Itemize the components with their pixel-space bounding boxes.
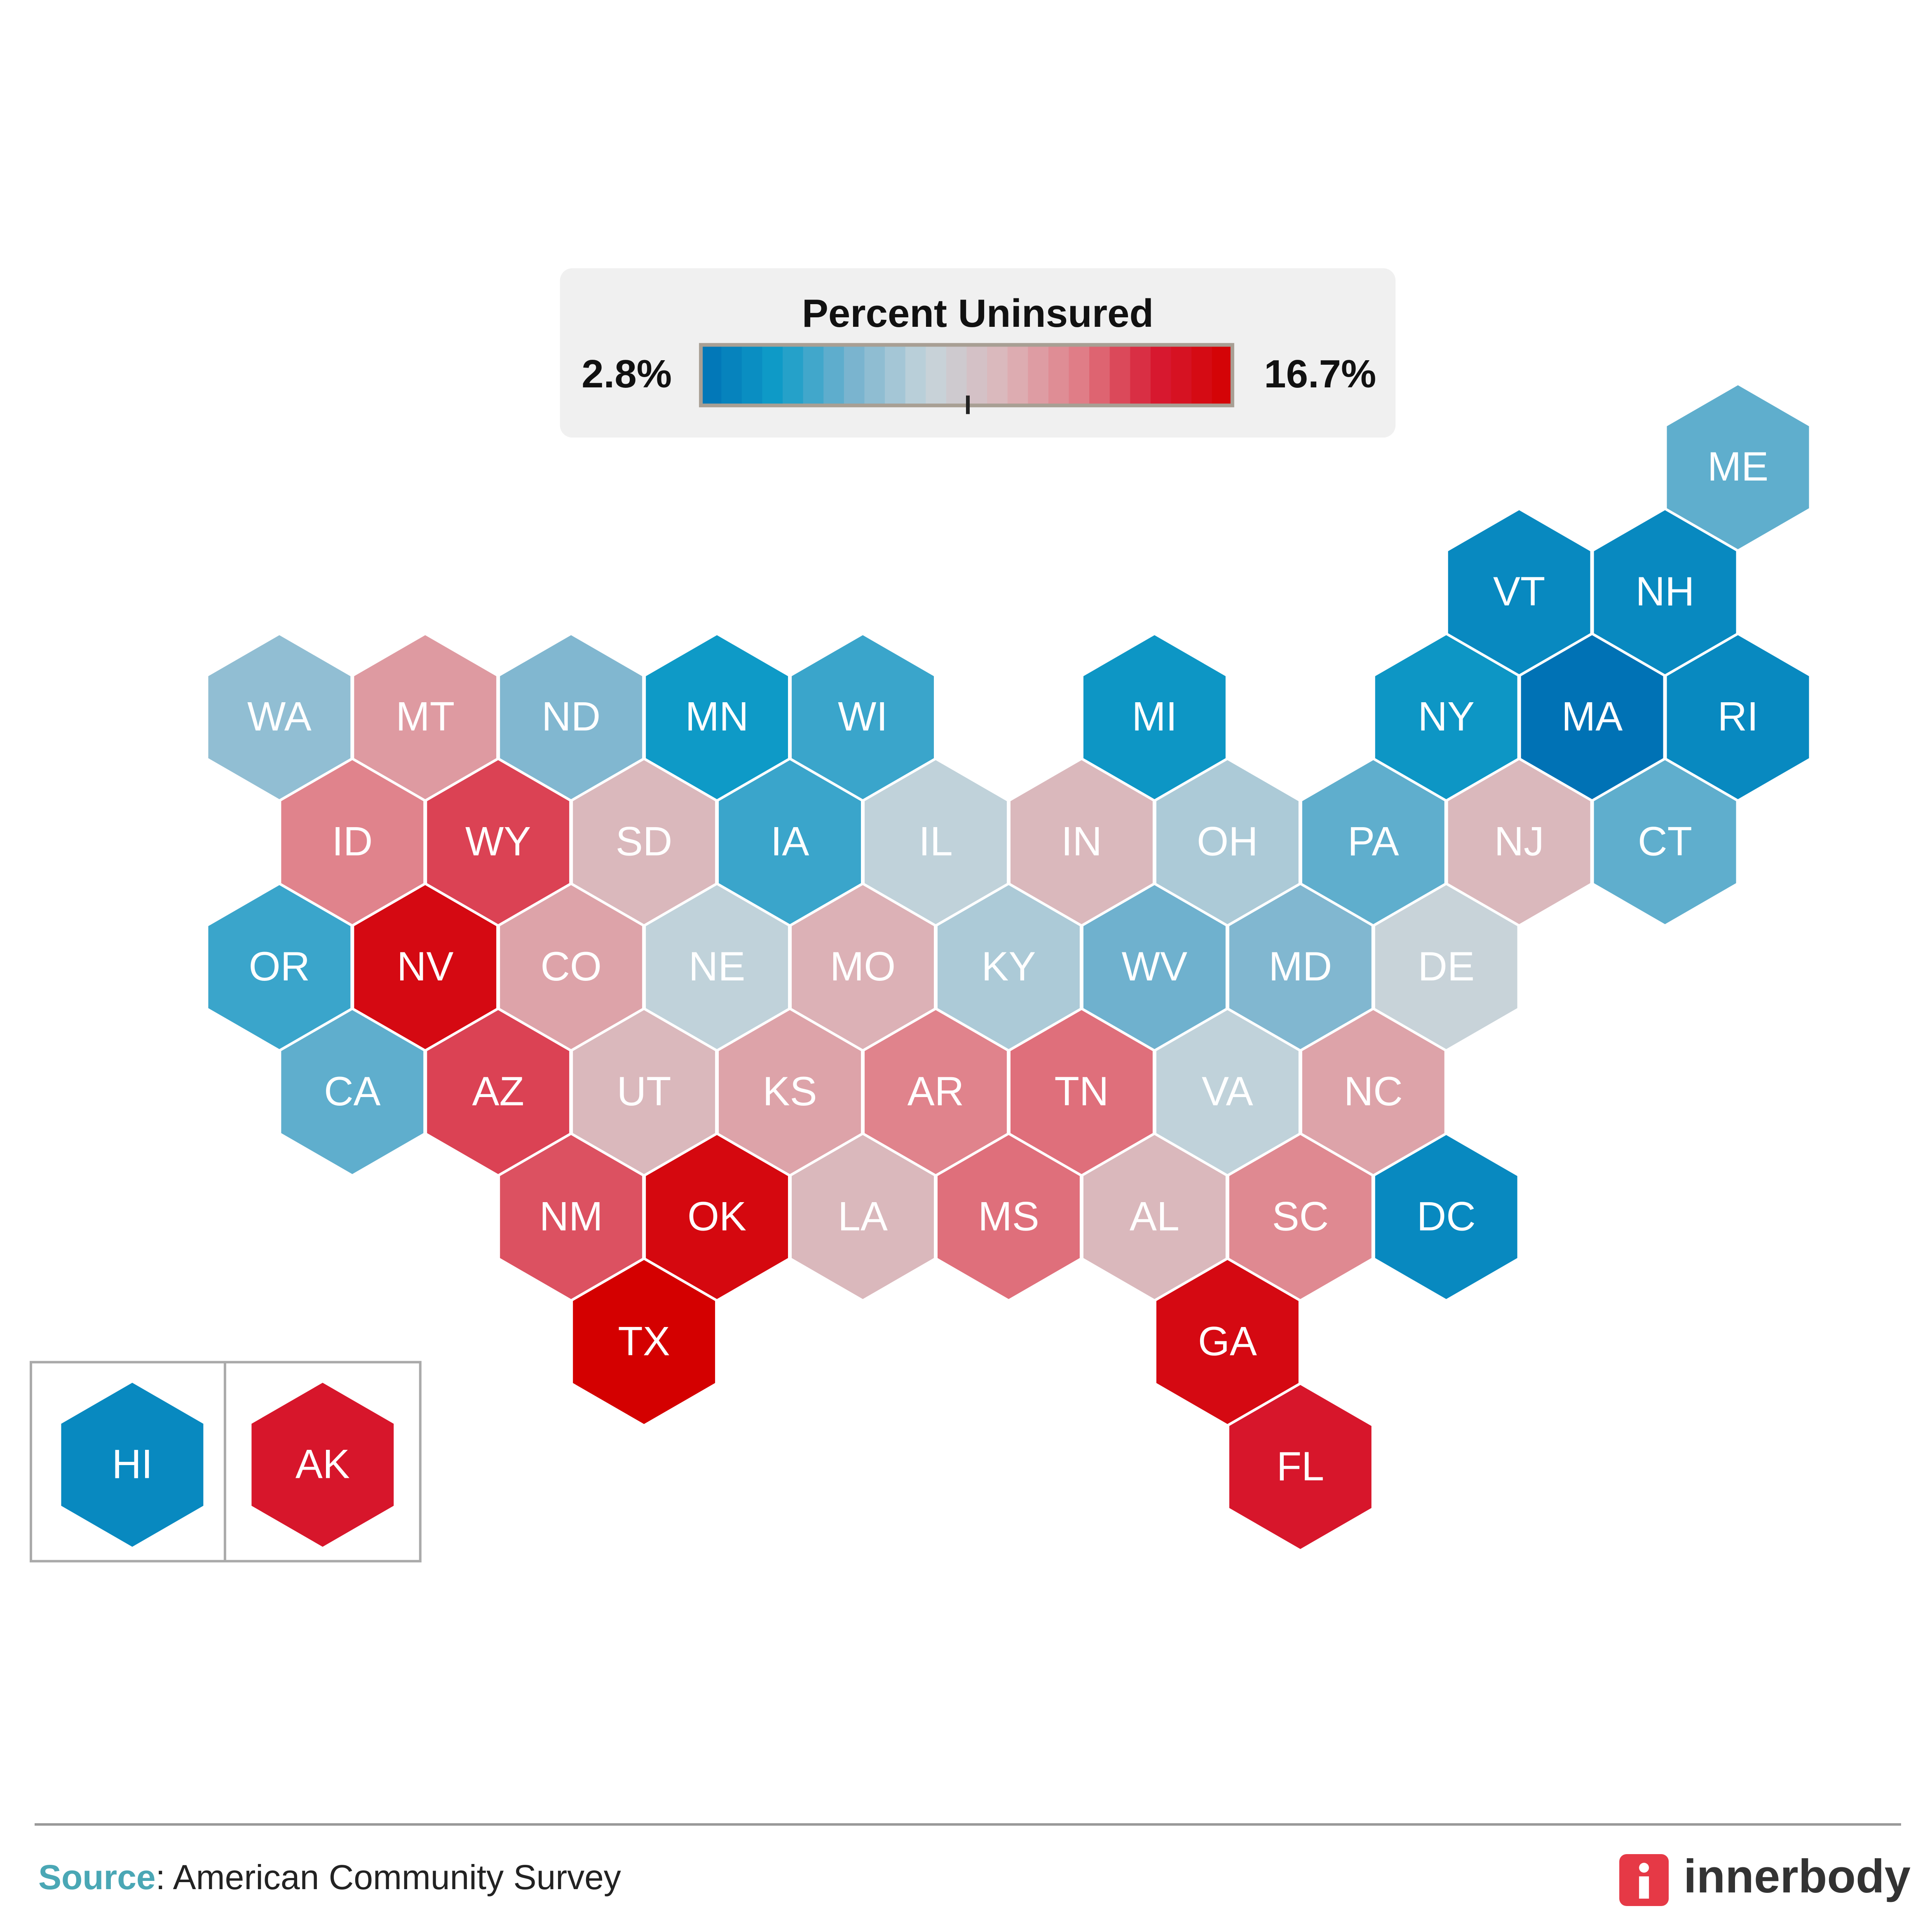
- state-label: VA: [1202, 1068, 1253, 1114]
- state-label: MI: [1132, 693, 1177, 739]
- legend-max: 16.7%: [1264, 352, 1376, 396]
- state-label: WI: [838, 693, 888, 739]
- legend-step: [1212, 345, 1233, 406]
- state-label: KS: [763, 1068, 817, 1114]
- state-label: MN: [685, 693, 749, 739]
- state-label: MA: [1562, 693, 1623, 739]
- state-label: AR: [907, 1068, 964, 1114]
- legend-step: [1028, 345, 1049, 406]
- legend-step: [1048, 345, 1070, 406]
- brand: innerbody: [1683, 1850, 1911, 1903]
- state-label: LA: [838, 1193, 888, 1239]
- state-label: CO: [540, 943, 601, 989]
- legend-step: [1007, 345, 1029, 406]
- state-label: NY: [1418, 693, 1475, 739]
- state-label: WA: [247, 693, 312, 739]
- state-label: IA: [771, 818, 809, 864]
- legend-step: [803, 345, 825, 406]
- legend-bar: [701, 345, 1233, 406]
- source-label: Source: [38, 1858, 156, 1897]
- state-label: AK: [295, 1441, 350, 1487]
- state-label: SC: [1272, 1193, 1329, 1239]
- state-label: NH: [1636, 568, 1695, 614]
- state-label: PA: [1348, 818, 1399, 864]
- state-label: NJ: [1494, 818, 1544, 864]
- legend-step: [987, 345, 1008, 406]
- state-label: HI: [112, 1441, 152, 1487]
- legend-step: [926, 345, 947, 406]
- state-label: OR: [249, 943, 310, 989]
- state-label: IN: [1061, 818, 1102, 864]
- state-label: DC: [1417, 1193, 1476, 1239]
- legend-step: [905, 345, 927, 406]
- state-label: NV: [397, 943, 453, 989]
- hex-layer: ME VT NH WA MT ND MN WI MI NY MA RI ID WY SD IA IL IN OH PA…: [59, 382, 1812, 1552]
- state-label: ID: [332, 818, 373, 864]
- legend-step: [1069, 345, 1090, 406]
- legend-step: [1191, 345, 1213, 406]
- state-label: NE: [689, 943, 745, 989]
- state-label: WY: [465, 818, 531, 864]
- state-hex: [570, 1257, 718, 1427]
- state-label: MD: [1268, 943, 1332, 989]
- state-label: OK: [687, 1193, 746, 1239]
- legend-step: [762, 345, 783, 406]
- legend-step: [1171, 345, 1192, 406]
- state-label: MO: [830, 943, 896, 989]
- legend-step: [1130, 345, 1151, 406]
- source-text: : American Community Survey: [156, 1858, 621, 1897]
- state-label: KY: [981, 943, 1036, 989]
- state-label: MT: [396, 693, 455, 739]
- legend-step: [946, 345, 968, 406]
- brand-logo: [1619, 1854, 1669, 1906]
- state-label: TN: [1054, 1068, 1109, 1114]
- state-hex: [59, 1380, 206, 1550]
- state-label: IL: [919, 818, 953, 864]
- state-label: ME: [1707, 443, 1768, 489]
- state-label: GA: [1198, 1318, 1257, 1364]
- legend-step: [1089, 345, 1111, 406]
- state-label: NM: [539, 1193, 603, 1239]
- legend-title: Percent Uninsured: [802, 291, 1154, 335]
- state-label: MS: [978, 1193, 1039, 1239]
- state-hex: [1226, 1382, 1374, 1552]
- state-label: ND: [542, 693, 600, 739]
- state-label: OH: [1197, 818, 1258, 864]
- state-label: AL: [1130, 1193, 1179, 1239]
- legend-step: [823, 345, 845, 406]
- legend-step: [701, 345, 722, 406]
- state-label: VT: [1493, 568, 1545, 614]
- state-label: TX: [618, 1318, 670, 1364]
- legend-min: 2.8%: [581, 352, 672, 396]
- state-label: UT: [617, 1068, 671, 1114]
- source: Source: American Community Survey: [38, 1858, 621, 1897]
- legend-step: [885, 345, 906, 406]
- legend-step: [966, 345, 988, 406]
- legend-step: [721, 345, 743, 406]
- state-label: SD: [616, 818, 672, 864]
- state-hex: [1372, 1132, 1520, 1302]
- legend-step: [741, 345, 763, 406]
- state-label: WV: [1122, 943, 1187, 989]
- state-hex: [1591, 757, 1739, 927]
- state-label: NC: [1344, 1068, 1403, 1114]
- state-label: DE: [1418, 943, 1475, 989]
- state-hex: [249, 1380, 396, 1550]
- legend-step: [1109, 345, 1131, 406]
- state-label: CA: [324, 1068, 380, 1114]
- legend-step: [844, 345, 865, 406]
- state-label: FL: [1277, 1443, 1325, 1489]
- legend-step: [1150, 345, 1172, 406]
- state-label: AZ: [472, 1068, 524, 1114]
- legend-step: [783, 345, 804, 406]
- state-label: CT: [1638, 818, 1692, 864]
- legend-step: [864, 345, 886, 406]
- state-label: RI: [1718, 693, 1758, 739]
